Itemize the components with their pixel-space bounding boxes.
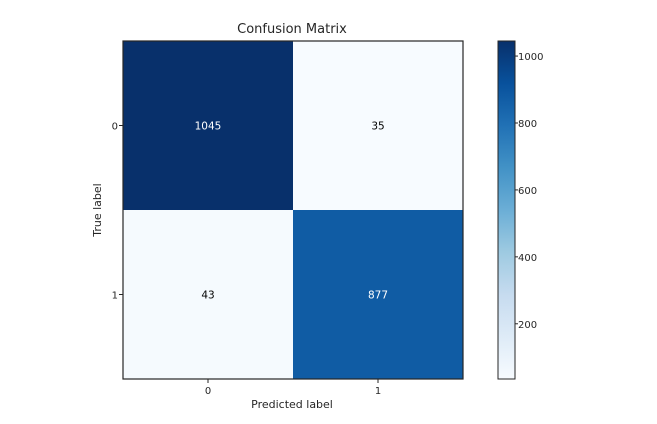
y-axis-label: True label xyxy=(91,183,104,237)
cell-value-label: 1045 xyxy=(195,121,222,133)
y-tick-label: 0 xyxy=(112,122,118,133)
colorbar-tick-label: 800 xyxy=(518,119,537,130)
cell-value-label: 877 xyxy=(368,290,388,302)
plot-frame xyxy=(122,40,464,380)
y-tick-labels: 01 xyxy=(112,122,123,302)
cell-value-label: 35 xyxy=(371,121,384,133)
heatmap-cell xyxy=(123,210,293,379)
heatmap-cell xyxy=(293,41,463,210)
x-tick-label: 0 xyxy=(205,386,211,397)
colorbar-tick-label: 400 xyxy=(518,253,537,264)
chart-title: Confusion Matrix xyxy=(237,22,347,37)
colorbar-tick-label: 600 xyxy=(518,186,537,197)
heatmap-cell xyxy=(123,41,293,210)
heatmap-cell xyxy=(293,210,463,379)
heatmap-cells: 1045 35 43 877 xyxy=(123,41,463,379)
y-tick-label: 1 xyxy=(112,291,118,302)
x-tick-label: 1 xyxy=(375,386,381,397)
colorbar-tick-label: 200 xyxy=(518,320,537,331)
colorbar-gradient xyxy=(497,40,516,380)
cell-value-label: 43 xyxy=(201,290,214,302)
colorbar: 200 400 600 800 1000 xyxy=(497,40,543,380)
x-axis-label: Predicted label xyxy=(251,398,333,411)
colorbar-tick-label: 1000 xyxy=(518,52,543,63)
